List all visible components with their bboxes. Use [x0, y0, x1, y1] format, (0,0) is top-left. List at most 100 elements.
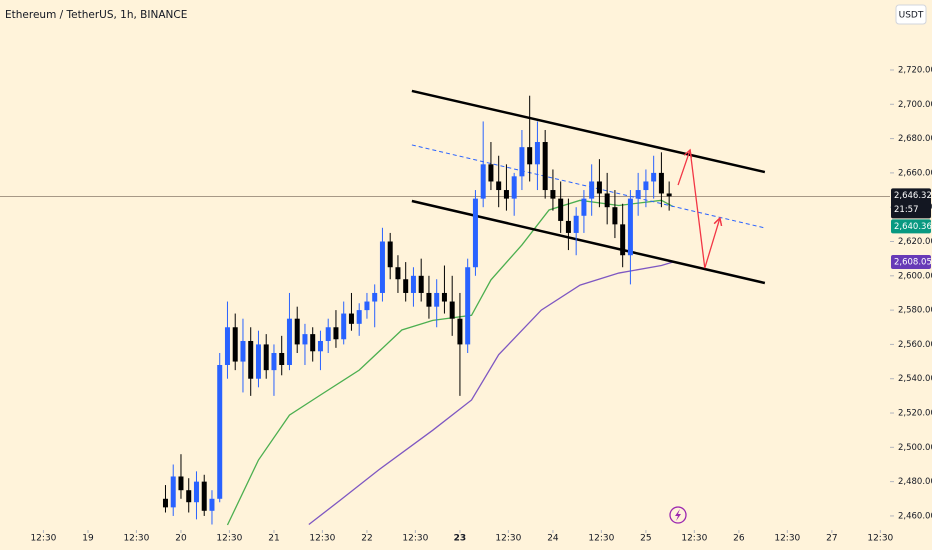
y-tick-label: 2,700.00	[898, 100, 932, 110]
y-tick-label: 2,480.00	[898, 477, 932, 487]
candle-body	[434, 292, 440, 307]
candle-body	[248, 340, 254, 379]
candle-body	[325, 327, 331, 341]
x-tick-label: 12:30	[588, 534, 614, 544]
candle-body	[519, 147, 525, 177]
candle-body	[643, 181, 649, 191]
candle-body	[550, 190, 556, 199]
y-tick-label: 2,500.00	[898, 443, 932, 453]
candle-body	[635, 190, 641, 199]
candle-body	[558, 198, 564, 221]
y-tick-label: 2,460.00	[898, 511, 932, 521]
price-tag	[891, 188, 931, 219]
candle-body	[294, 318, 300, 345]
candle-body	[356, 310, 362, 324]
candle-body	[441, 292, 447, 302]
y-tick-label: 2,680.00	[898, 134, 932, 144]
candle-body	[573, 215, 579, 233]
candle-body	[480, 164, 486, 199]
candle-body	[379, 241, 385, 293]
candle-body	[527, 147, 533, 165]
x-tick-label: 12:30	[216, 534, 242, 544]
overlay-line	[411, 89, 766, 174]
x-tick-label: 26	[733, 534, 745, 544]
candle-body	[193, 481, 199, 503]
countdown: 21:57	[894, 205, 919, 215]
y-tick-label: 2,660.00	[898, 168, 932, 178]
candle-body	[627, 198, 633, 256]
candle-body	[341, 313, 347, 340]
x-tick-label: 25	[640, 534, 651, 544]
y-tick-label: 2,620.00	[898, 237, 932, 247]
candle-body	[604, 193, 610, 208]
candle-body	[279, 352, 285, 365]
candle-body	[596, 181, 602, 194]
x-tick-label: 22	[361, 534, 372, 544]
price-tag-label: 2,640.36	[894, 222, 932, 232]
candle-body	[457, 318, 463, 345]
candle-body	[589, 181, 595, 199]
x-tick-label: 12:30	[774, 534, 800, 544]
x-tick-label: 21	[268, 534, 279, 544]
overlay-line	[411, 199, 766, 285]
candle-body	[186, 490, 192, 503]
x-tick-label: 19	[82, 534, 94, 544]
price-tag	[891, 219, 931, 234]
plot	[0, 89, 890, 526]
candle-body	[418, 275, 424, 293]
overlay-line	[226, 199, 674, 526]
candle-body	[364, 301, 370, 311]
candle-body	[503, 190, 509, 199]
candle-body	[534, 142, 540, 165]
x-tick-label: 12:30	[30, 534, 56, 544]
y-tick-label: 2,580.00	[898, 306, 932, 316]
price-axis-bg	[890, 0, 932, 550]
candle-body	[488, 164, 494, 182]
candle-body	[403, 279, 409, 293]
candle-body	[170, 476, 176, 508]
candle-body	[224, 327, 230, 365]
chart-title: Ethereum / TetherUS, 1h, BINANCE	[5, 9, 187, 21]
candle-body	[178, 476, 184, 491]
y-tick-label: 2,720.00	[898, 65, 932, 75]
overlay-line	[677, 149, 721, 269]
candle-body	[426, 292, 432, 307]
candle-body	[286, 318, 292, 365]
price-tag-label: 2,608.05	[894, 257, 932, 267]
x-tick-label: 12:30	[681, 534, 707, 544]
y-tick-label: 2,560.00	[898, 340, 932, 350]
overlay-line	[308, 261, 674, 526]
candle-body	[542, 142, 548, 191]
candle-body	[201, 481, 207, 511]
candle-body	[310, 334, 316, 352]
x-tick-label: 23	[454, 534, 467, 544]
candle-body	[395, 267, 401, 280]
candle-body	[472, 198, 478, 268]
x-tick-label: 20	[175, 534, 187, 544]
price-tag-label: 2,646.32	[894, 191, 932, 201]
candle-body	[410, 275, 416, 293]
candle-body	[209, 498, 215, 511]
candle-body	[372, 292, 378, 302]
overlay-line	[411, 144, 765, 229]
x-tick-label: 27	[826, 534, 837, 544]
candle-body	[348, 313, 354, 324]
x-tick-label: 24	[547, 534, 559, 544]
candle-body	[449, 301, 455, 319]
y-tick-label: 2,600.00	[898, 271, 932, 281]
lightning-icon[interactable]	[669, 506, 687, 524]
candle-body	[263, 344, 269, 371]
currency-button[interactable]	[895, 4, 927, 25]
candle-body	[658, 172, 664, 194]
candle-body	[496, 181, 502, 191]
candle-body	[317, 340, 323, 352]
candle-body	[255, 344, 261, 379]
candle-body	[651, 172, 657, 182]
candle-body	[217, 364, 223, 499]
x-tick-label: 12:30	[867, 534, 893, 544]
y-tick-label: 2,520.00	[898, 409, 932, 419]
candle-body	[240, 340, 246, 362]
currency-label[interactable]: USDT	[899, 11, 924, 21]
candle-body	[666, 193, 672, 197]
